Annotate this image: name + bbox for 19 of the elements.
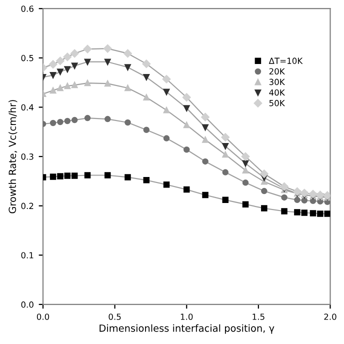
y-tick-label: 0.2 [21, 202, 34, 210]
x-tick-label: 1.0 [180, 314, 193, 320]
y-tick-label: 0.0 [21, 301, 34, 308]
legend-label: 50K [269, 100, 286, 106]
y-tick-label: 0.6 [21, 6, 34, 12]
legend-label: 20K [269, 68, 286, 75]
legend-label: ΔT=10K [268, 58, 303, 64]
y-tick-label: 0.1 [21, 252, 34, 258]
y-tick-label: 0.4 [21, 104, 34, 110]
y-tick-label: 0.5 [21, 54, 34, 62]
y-axis-title: Growth Rate, Vc(cm/hr) [8, 100, 18, 214]
x-axis-title: Dimensionless interfacial position, γ [100, 324, 274, 334]
x-tick-label: 0.0 [36, 314, 50, 320]
legend-label: 30K [269, 78, 286, 86]
x-tick-label: 0.5 [108, 314, 121, 320]
x-tick-label: 2.0 [324, 314, 336, 320]
x-tick-label: 1.5 [252, 314, 264, 320]
legend-label: 40K [269, 89, 286, 96]
y-tick-label: 0.3 [21, 154, 34, 160]
